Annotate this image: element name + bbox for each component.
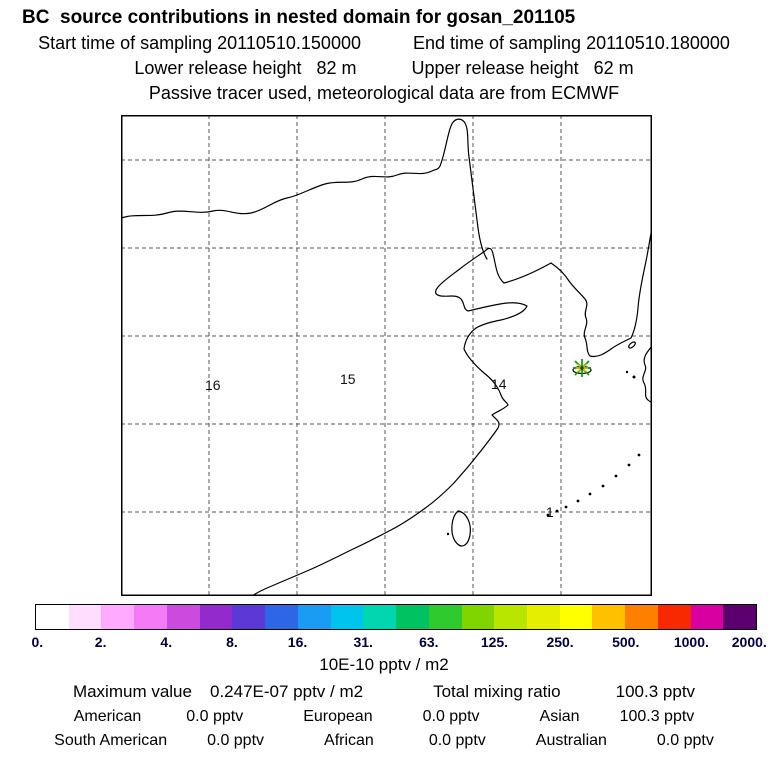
colorbar-unit-label: 10E-10 pptv / m2 — [319, 655, 449, 674]
map-cell-label-15: 15 — [340, 371, 356, 387]
region-european-value: 0.0 pptv — [422, 708, 480, 725]
colorbar-segment — [330, 605, 364, 629]
region-australian-value: 0.0 pptv — [656, 732, 714, 749]
colorbar-segment — [166, 605, 200, 629]
start-time-label: Start time of sampling 20110510.150000 — [38, 33, 361, 53]
region-contributions-row-2: South American 0.0 pptv African 0.0 pptv… — [0, 732, 768, 750]
map-cell-label-16: 16 — [205, 377, 221, 393]
northern-border-line — [121, 118, 488, 260]
map-svg — [121, 115, 652, 596]
colorbar-gradient — [36, 605, 757, 629]
colorbar-tick-label: 63. — [419, 634, 439, 650]
colorbar-segment — [657, 605, 691, 629]
colorbar-segment — [36, 605, 69, 629]
tracer-note-line: Passive tracer used, meteorological data… — [0, 83, 768, 104]
region-south-american-label: South American — [54, 732, 168, 749]
total-mixing-ratio-value: 100.3 pptv — [615, 682, 696, 701]
region-african-label: African — [324, 732, 374, 749]
receptor-marker — [573, 359, 591, 377]
tsushima-island — [628, 341, 636, 349]
region-asian-label: Asian — [539, 708, 580, 725]
map-panel: 16 15 14 1 — [121, 115, 652, 596]
upper-release-height-label: Upper release height 62 m — [411, 58, 634, 78]
end-time-label: End time of sampling 20110510.180000 — [412, 33, 730, 53]
colorbar-tick-label: 16. — [287, 634, 308, 650]
release-height-line: Lower release height 82 m Upper release … — [0, 58, 768, 79]
coastline-kyushu — [642, 345, 652, 404]
coastline-korea — [550, 226, 652, 358]
region-contributions-row-1: American 0.0 pptv European 0.0 pptv Asia… — [0, 708, 768, 726]
colorbar-tick-label: 250. — [546, 634, 574, 650]
colorbar — [35, 604, 757, 630]
sampling-time-line: Start time of sampling 20110510.150000 E… — [0, 33, 768, 54]
colorbar-tick-label: 4. — [160, 634, 173, 650]
colorbar-segment — [461, 605, 495, 629]
colorbar-segment — [559, 605, 593, 629]
graticule-grid — [121, 115, 652, 596]
plot-title: BC source contributions in nested domain… — [22, 7, 576, 28]
colorbar-segment — [527, 605, 560, 629]
region-asian-value: 100.3 pptv — [619, 708, 695, 725]
map-cell-label-14: 14 — [491, 376, 507, 392]
colorbar-tick-label: 31. — [353, 634, 373, 650]
colorbar-segment — [494, 605, 528, 629]
colorbar-segment — [199, 605, 233, 629]
colorbar-segment — [297, 605, 331, 629]
small-islands — [446, 370, 641, 536]
colorbar-segment — [68, 605, 102, 629]
colorbar-tick-label: 1000. — [673, 634, 709, 650]
colorbar-tick-label: 125. — [480, 634, 509, 650]
colorbar-segment — [625, 605, 658, 629]
colorbar-segment — [723, 605, 757, 629]
colorbar-segment — [134, 605, 167, 629]
colorbar-tick-label: 8. — [226, 634, 238, 650]
region-australian-label: Australian — [535, 732, 607, 749]
coastline-china — [251, 247, 552, 596]
total-mixing-ratio-label: Total mixing ratio — [433, 682, 561, 701]
colorbar-tick-label: 0. — [31, 634, 44, 650]
colorbar-tick-label: 500. — [612, 634, 640, 650]
colorbar-segment — [592, 605, 626, 629]
marker-center-dot — [580, 366, 584, 370]
colorbar-ticks: 0. 2. 4. 8. 16. 31. 63. 125. 250. 500. 1000. 2000. — [31, 634, 766, 651]
region-european-label: European — [303, 708, 373, 725]
max-value: 0.247E-07 pptv / m2 — [209, 682, 364, 701]
colorbar-segment — [265, 605, 298, 629]
colorbar-tick-label: 2000. — [731, 634, 767, 650]
region-american-value: 0.0 pptv — [186, 708, 244, 725]
taiwan-island — [451, 510, 471, 547]
colorbar-segment — [101, 605, 135, 629]
colorbar-segment — [363, 605, 397, 629]
colorbar-segment — [232, 605, 266, 629]
colorbar-tick-label: 2. — [94, 634, 107, 650]
tracer-note-label: Passive tracer used, meteorological data… — [148, 83, 620, 103]
colorbar-segment — [690, 605, 724, 629]
map-frame — [121, 115, 652, 596]
max-value-label: Maximum value — [72, 682, 192, 701]
colorbar-segment — [428, 605, 462, 629]
region-american-label: American — [73, 708, 142, 725]
region-african-value: 0.0 pptv — [428, 732, 486, 749]
stats-summary-row: Maximum value 0.247E-07 pptv / m2 Total … — [0, 682, 768, 702]
colorbar-segment — [396, 605, 429, 629]
region-south-american-value: 0.0 pptv — [207, 732, 265, 749]
lower-release-height-label: Lower release height 82 m — [134, 58, 357, 78]
map-cell-label-1: 1 — [546, 504, 554, 520]
